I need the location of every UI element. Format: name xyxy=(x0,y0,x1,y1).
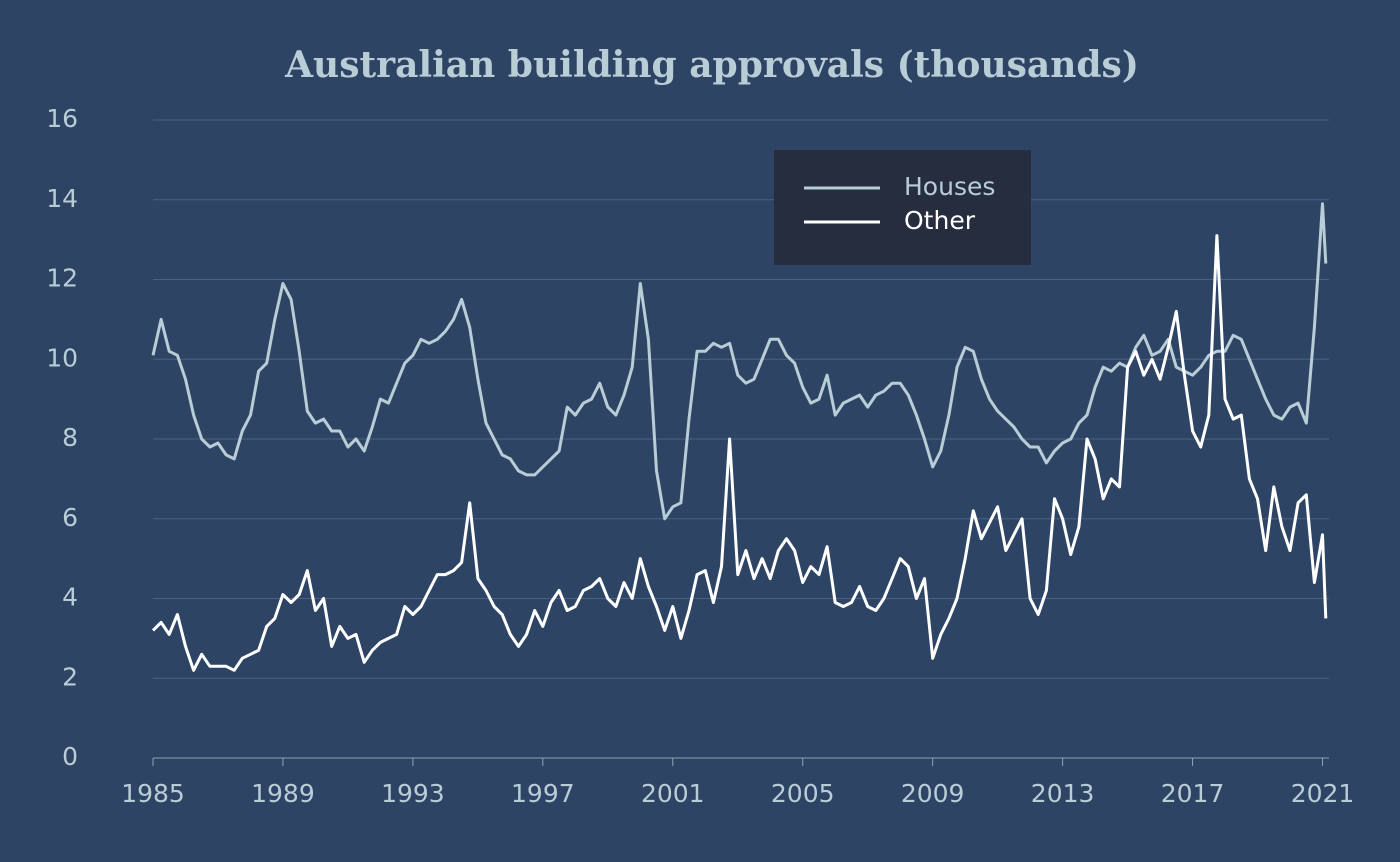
x-tick-label: 2013 xyxy=(1031,779,1095,808)
y-tick-label: 6 xyxy=(62,503,78,532)
legend-box xyxy=(774,150,1031,265)
x-tick-label: 2021 xyxy=(1291,779,1355,808)
legend-label: Houses xyxy=(904,172,995,201)
series-line xyxy=(151,202,1328,521)
x-tick-label: 1985 xyxy=(121,779,185,808)
y-tick-label: 2 xyxy=(62,662,78,691)
y-tick-label: 0 xyxy=(62,742,78,771)
series-line xyxy=(151,234,1328,672)
x-tick-label: 2017 xyxy=(1161,779,1225,808)
x-tick-label: 2009 xyxy=(901,779,965,808)
chart-title: Australian building approvals (thousands… xyxy=(284,44,1139,86)
x-tick-label: 2001 xyxy=(641,779,705,808)
x-tick-label: 1989 xyxy=(251,779,315,808)
y-tick-label: 8 xyxy=(62,423,78,452)
x-tick-label: 2005 xyxy=(771,779,835,808)
y-tick-label: 14 xyxy=(46,184,78,213)
y-tick-label: 16 xyxy=(46,104,78,133)
y-tick-label: 10 xyxy=(46,343,78,372)
legend-label: Other xyxy=(904,206,976,235)
y-tick-label: 4 xyxy=(62,583,78,612)
y-tick-label: 12 xyxy=(46,264,78,293)
x-tick-label: 1993 xyxy=(381,779,445,808)
x-tick-label: 1997 xyxy=(511,779,575,808)
